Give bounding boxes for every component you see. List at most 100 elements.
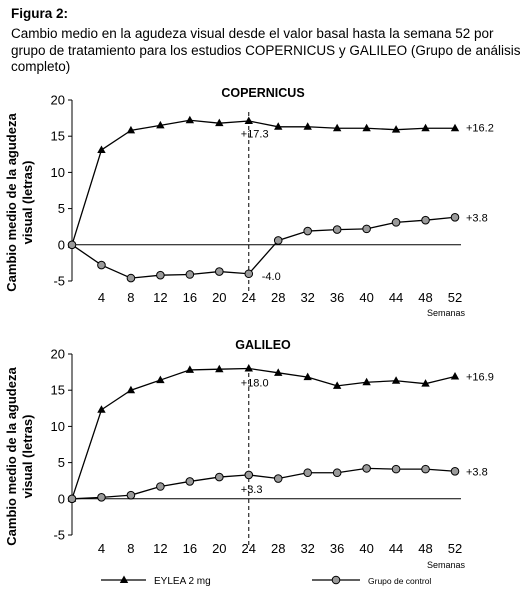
x-tick-label: 8: [127, 541, 134, 556]
control-data-point: [126, 490, 136, 500]
eylea-data-point: [362, 377, 371, 386]
eylea-data-point: [303, 122, 312, 130]
y-tick-label: 10: [51, 419, 65, 434]
x-tick-label: 16: [183, 541, 197, 556]
control-data-point: [156, 482, 165, 491]
x-tick-label: 44: [389, 541, 403, 556]
eylea-data-point: [274, 368, 283, 376]
control-data-point: [421, 215, 430, 225]
legend-eylea-marker: [119, 575, 129, 583]
eylea-data-point: [391, 376, 401, 384]
control-data-point: [332, 225, 342, 234]
y-axis-label: Cambio medio de la agudezavisual (letras…: [4, 113, 35, 292]
control-data-point: [97, 493, 106, 502]
eylea-data-point: [156, 375, 165, 384]
eylea-data-point: [244, 363, 253, 372]
chart-title: COPERNICUS: [221, 86, 304, 100]
y-tick-label: 0: [58, 237, 65, 252]
eylea-data-point: [332, 381, 342, 389]
control-data-point: [421, 464, 430, 474]
eylea-data-point: [185, 365, 195, 373]
control-data-point: [185, 477, 195, 486]
eylea-data-point: [274, 122, 283, 130]
x-tick-label: 40: [359, 290, 373, 305]
x-tick-label: 44: [389, 290, 403, 305]
x-tick-label: 36: [330, 541, 344, 556]
legend-eylea-label: EYLEA 2 mg: [154, 576, 211, 587]
control-data-point: [67, 494, 77, 504]
x-tick-label: 36: [330, 290, 344, 305]
x-tick-label: 4: [98, 290, 105, 305]
control-data-point: [362, 224, 371, 234]
control-series-line: [71, 216, 456, 279]
eylea-data-point: [215, 118, 224, 127]
x-tick-label: 40: [359, 541, 373, 556]
x-tick-label: 12: [153, 541, 167, 556]
y-tick-label: 15: [51, 383, 65, 398]
x-tick-label: 20: [212, 541, 226, 556]
control-data-point: [273, 474, 283, 483]
control-data-point: [273, 236, 283, 245]
legend-control-marker: [331, 575, 341, 585]
x-tick-label: 48: [418, 541, 432, 556]
eylea-data-point: [450, 371, 460, 380]
x-tick-label: 8: [127, 290, 134, 305]
control-data-point: [391, 218, 401, 227]
eylea-data-point: [391, 125, 401, 133]
y-axis-label: Cambio medio de la agudezavisual (letras…: [4, 367, 35, 546]
control-series-line: [71, 467, 456, 500]
control-data-point: [303, 226, 312, 236]
x-tick-label: 52: [448, 290, 462, 305]
x-tick-label: 24: [242, 541, 256, 556]
data-annotation: +3.8: [466, 212, 488, 224]
x-tick-label: 28: [271, 541, 285, 556]
x-tick-label: 52: [448, 541, 462, 556]
eylea-data-point: [303, 372, 312, 381]
control-data-point: [244, 470, 254, 480]
x-tick-label: 20: [212, 290, 226, 305]
y-tick-label: 10: [51, 165, 65, 180]
control-data-point: [244, 269, 254, 279]
eylea-data-point: [126, 385, 136, 394]
eylea-series-line: [71, 119, 455, 245]
y-tick-label: -5: [53, 528, 65, 543]
control-data-point: [126, 273, 136, 283]
y-tick-label: 0: [58, 491, 65, 506]
x-axis-label: Semanas: [427, 308, 466, 318]
data-annotation: +18.0: [241, 377, 269, 389]
eylea-data-point: [126, 125, 136, 134]
eylea-data-point: [421, 379, 430, 387]
control-data-point: [215, 267, 224, 276]
data-annotation: +16.9: [466, 371, 494, 383]
x-tick-label: 24: [242, 290, 256, 305]
y-tick-label: -5: [53, 274, 65, 289]
eylea-data-point: [215, 364, 224, 373]
data-annotation: +16.2: [466, 123, 494, 135]
eylea-data-point: [421, 123, 430, 132]
x-tick-label: 12: [153, 290, 167, 305]
chart-title: GALILEO: [235, 338, 291, 352]
eylea-data-point: [185, 115, 195, 124]
y-tick-label: 20: [51, 93, 65, 108]
control-data-point: [362, 464, 371, 473]
data-annotation: +3.3: [241, 484, 263, 496]
eylea-data-point: [450, 123, 460, 132]
x-tick-label: 4: [98, 541, 105, 556]
y-tick-label: 15: [51, 129, 65, 144]
eylea-data-point: [156, 120, 165, 129]
y-tick-label: 20: [51, 347, 65, 362]
control-data-point: [67, 240, 77, 250]
legend: EYLEA 2 mg Grupo de control: [101, 575, 431, 587]
control-data-point: [391, 464, 401, 474]
eylea-data-point: [97, 405, 106, 413]
x-tick-label: 32: [300, 290, 314, 305]
control-data-point: [97, 260, 106, 270]
x-tick-label: 32: [300, 541, 314, 556]
eylea-data-point: [332, 123, 342, 132]
eylea-data-point: [97, 145, 106, 153]
x-tick-label: 28: [271, 290, 285, 305]
control-data-point: [156, 270, 165, 280]
